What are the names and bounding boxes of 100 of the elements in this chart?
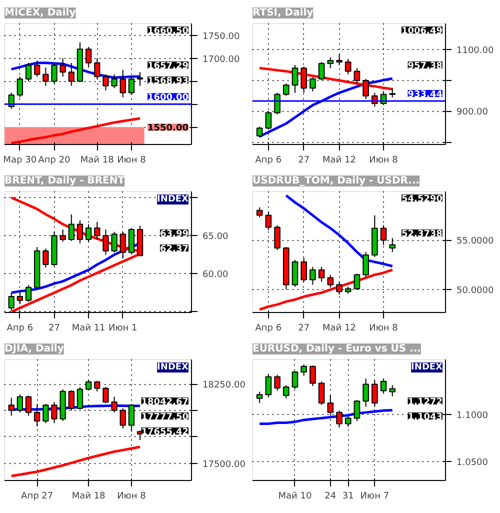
x-tick-label: Июн 7 <box>360 492 390 502</box>
annotation: 17655.42 <box>141 428 189 438</box>
x-tick-label: 27 <box>48 324 60 334</box>
annotation: 18042.67 <box>141 398 189 408</box>
ref-line-label: 933.44 <box>408 90 443 100</box>
candlestick <box>51 401 58 424</box>
text: 63.99 <box>160 230 188 240</box>
x-tick-label: 27 <box>298 156 310 166</box>
x-tick-label: Май 18 <box>80 156 114 166</box>
y-tick-label: 1700.00 <box>202 54 240 65</box>
candlestick <box>111 231 118 253</box>
annotation: 17777.50 <box>141 412 189 422</box>
candlestick <box>344 416 352 428</box>
text: 1006.49 <box>402 26 443 36</box>
candlestick <box>136 72 144 86</box>
x-tick-label: Апр 6 <box>255 324 282 334</box>
y-tick-label: 18250.00 <box>202 380 246 391</box>
x-tick-label: 27 <box>298 324 310 334</box>
candlestick <box>336 54 342 66</box>
candlestick <box>120 69 126 98</box>
candlestick <box>51 62 58 84</box>
x-tick-label: Июн 8 <box>117 492 146 502</box>
candlestick <box>300 364 308 376</box>
candlestick <box>256 391 263 404</box>
candlestick <box>111 396 118 414</box>
candlestick <box>318 266 325 282</box>
text: 1.1043 <box>408 412 443 422</box>
text: 957.38 <box>408 62 443 72</box>
text: 52.3738 <box>402 230 443 240</box>
candlestick <box>120 408 126 429</box>
y-tick-label: 900.00 <box>456 108 488 118</box>
candlestick <box>85 224 92 242</box>
candlestick <box>362 252 369 278</box>
candlestick <box>94 58 100 80</box>
candlestick <box>8 397 14 416</box>
x-tick-label: Май 12 <box>322 156 356 166</box>
chart-title: MICEX, Daily <box>4 8 76 18</box>
candlestick <box>42 248 49 268</box>
y-tick-label: 60.00 <box>202 270 229 280</box>
candlestick <box>380 378 387 394</box>
y-tick-label: 1750.00 <box>202 32 240 42</box>
x-tick-label: Май 11 <box>72 324 106 334</box>
candlestick <box>16 394 24 414</box>
candlestick <box>274 374 280 392</box>
candlestick <box>310 266 316 286</box>
candlestick <box>128 404 135 432</box>
text: INDEX <box>157 194 189 204</box>
text: INDEX <box>411 362 443 372</box>
candlestick <box>389 384 396 397</box>
x-tick-label: Мар 30 <box>3 156 37 166</box>
x-tick-label: Июн 8 <box>369 156 398 166</box>
chart-title: DJIA, Daily <box>4 344 64 354</box>
candlestick <box>344 58 352 75</box>
y-tick-label: 1100.00 <box>456 46 494 56</box>
x-tick-label: Июн 1 <box>108 324 138 334</box>
candlestick <box>68 62 74 86</box>
candlestick <box>128 228 135 256</box>
text: 1568.93 <box>148 76 189 86</box>
candlestick <box>60 58 66 78</box>
candlestick <box>310 364 316 387</box>
y-tick-label: 55.0000 <box>456 236 494 247</box>
candlestick <box>362 378 369 408</box>
x-tick-label: Апр 27 <box>21 492 54 502</box>
candlestick <box>265 373 272 398</box>
candlestick <box>256 206 263 218</box>
chart-title: RTSI, Daily <box>252 8 314 18</box>
candlestick <box>102 74 109 91</box>
x-tick-label: Июн 8 <box>369 324 398 334</box>
y-tick-label: 65.00 <box>202 232 229 242</box>
text: 1.1272 <box>408 398 443 408</box>
candlestick <box>327 56 334 69</box>
candlestick <box>389 88 396 98</box>
x-tick-label: Май 10 <box>278 492 312 502</box>
x-tick-label: Апр 20 <box>38 156 71 166</box>
x-tick-label: Июн 8 <box>117 156 146 166</box>
candlestick <box>25 62 32 82</box>
candlestick <box>282 384 290 399</box>
chart-title: BRENT, Daily - BRENT <box>4 176 125 186</box>
candlestick <box>68 214 74 242</box>
x-tick-label: Апр 6 <box>255 156 282 166</box>
candlestick <box>42 404 49 424</box>
candlestick <box>76 220 84 244</box>
x-tick-label: 24 <box>324 492 336 502</box>
candlestick <box>60 229 66 242</box>
candlestick <box>85 46 92 68</box>
text: 1660.50 <box>148 26 189 36</box>
candlestick <box>300 257 308 282</box>
band-label: 1550.00 <box>148 124 189 134</box>
text: 62.37 <box>160 244 188 254</box>
x-tick-label: 31 <box>342 492 354 502</box>
candlestick <box>292 64 298 94</box>
candlestick <box>8 292 14 311</box>
x-tick-label: Май 12 <box>322 324 356 334</box>
candlestick <box>327 274 334 288</box>
y-tick-label: 1.0500 <box>456 458 488 468</box>
text: INDEX <box>157 362 189 372</box>
chart-title: USDRUB_TOM, Daily - USDR... <box>252 176 420 186</box>
text: 1657.29 <box>148 62 189 72</box>
candlestick <box>94 221 100 240</box>
candlestick <box>42 67 49 86</box>
